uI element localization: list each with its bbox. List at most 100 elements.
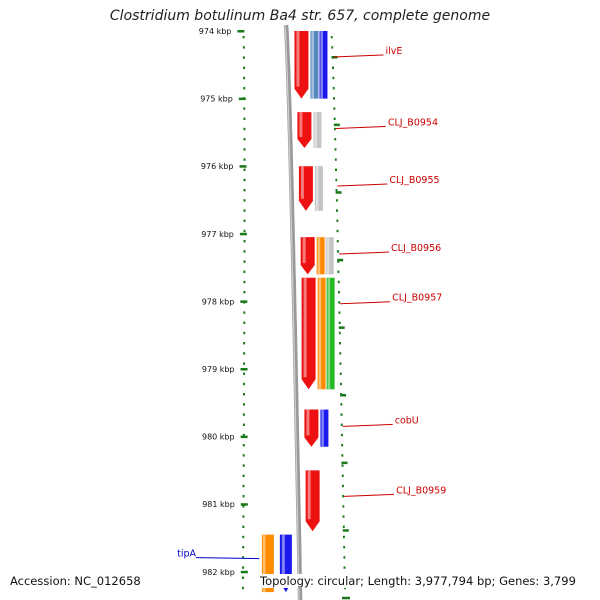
guide-dot: [333, 127, 336, 131]
guide-dot: [242, 535, 245, 539]
ruler-tick-right: [340, 529, 349, 532]
guide-dot: [243, 321, 246, 324]
feature-block: [326, 277, 335, 390]
guide-dot: [342, 495, 345, 498]
guide-dot: [340, 403, 343, 406]
feature-highlight: [321, 409, 324, 447]
guide-dot: [338, 301, 341, 304]
guide-dot: [243, 342, 246, 345]
gene-label-CLJ_B0954: CLJ_B0954: [388, 117, 438, 128]
leader-line: [195, 557, 260, 560]
feature-highlight: [320, 31, 323, 99]
guide-dot: [242, 525, 245, 528]
guide-dot: [243, 280, 246, 284]
leader-line: [337, 183, 388, 187]
ruler-tick-label: 980 kbp: [202, 433, 235, 442]
guide-dot: [334, 148, 337, 151]
ruler-tick: [240, 570, 248, 574]
guide-dot: [242, 505, 245, 508]
guide-dot: [243, 393, 245, 396]
ruler-tick-label: 977 kbp: [201, 230, 234, 239]
guide-dot: [336, 240, 339, 243]
gene-CLJ_B0959: [305, 470, 320, 532]
feature-highlight: [326, 237, 330, 275]
gene-label-CLJ_B0956: CLJ_B0956: [391, 243, 441, 254]
gene-ilvE: [294, 31, 328, 99]
gene-label-cobU: cobU: [395, 415, 419, 426]
guide-dot: [339, 342, 341, 345]
gene-CLJ_B0954: [297, 112, 322, 148]
ruler: 974 kbp 975 kbp 976 kbp 977 kbp 978 kbp 979 k…: [199, 27, 350, 600]
ruler-tick: [237, 30, 245, 33]
ruler-tick-right: [338, 394, 347, 397]
map-title: Clostridium botulinum Ba4 str. 657, comp…: [109, 8, 491, 24]
ruler-tick-right: [333, 191, 342, 194]
guide-dot: [242, 413, 245, 416]
ruler-tick-label: 978 kbp: [202, 297, 235, 306]
guide-dot: [243, 87, 246, 90]
feature-block: [325, 237, 334, 275]
feature-highlight: [317, 237, 321, 275]
guide-dot: [343, 586, 346, 590]
guide-dot: [342, 505, 345, 508]
leader-line: [340, 301, 391, 305]
guide-dot: [243, 199, 246, 202]
guide-dot: [334, 158, 337, 161]
gene-label-CLJ_B0955: CLJ_B0955: [389, 175, 439, 186]
cds-highlight: [307, 470, 311, 520]
leader-line: [335, 125, 386, 129]
guide-dot: [242, 556, 245, 559]
ruler-tick-right: [331, 123, 340, 127]
guide-dot: [334, 138, 337, 141]
guide-dot: [332, 66, 334, 69]
feature-highlight: [318, 277, 322, 390]
guide-dot: [243, 117, 246, 120]
guide-dot: [243, 372, 246, 375]
gene-label-CLJ_B0959: CLJ_B0959: [396, 485, 446, 496]
guide-dot: [342, 535, 345, 539]
guide-dot: [242, 464, 245, 467]
guide-dot: [338, 321, 341, 324]
guide-dot: [338, 331, 341, 335]
ruler-tick: [238, 97, 246, 101]
gene-label-ilvE: ilvE: [386, 46, 403, 57]
cds-highlight: [303, 277, 307, 378]
feature-block: [313, 112, 322, 148]
guide-dot: [330, 36, 333, 39]
guide-dot: [337, 270, 340, 273]
guide-dot: [335, 168, 337, 171]
guide-dot: [242, 423, 245, 426]
guide-dot: [335, 189, 338, 192]
guide-dot: [243, 331, 246, 335]
feature-block: [320, 409, 329, 447]
guide-dot: [241, 586, 244, 590]
guide-dot: [338, 311, 341, 314]
gene-CLJ_B0957: [301, 277, 335, 390]
guide-dot: [336, 219, 339, 222]
guide-dot: [335, 178, 338, 182]
feature-block: [316, 237, 325, 275]
guide-dot: [242, 444, 245, 447]
genome-stats-label: Topology: circular; Length: 3,977,794 bp…: [258, 574, 578, 588]
guide-dot: [242, 566, 245, 569]
ruler-tick: [240, 435, 248, 439]
ruler-tick-right: [339, 461, 348, 465]
guide-dot: [343, 556, 346, 559]
feature-block: [319, 31, 328, 99]
guide-dot: [332, 87, 335, 90]
guide-dot: [243, 66, 246, 69]
guide-dot: [243, 76, 246, 80]
feature-highlight: [315, 166, 319, 211]
gene-labels: ilvE CLJ_B0954 CLJ_B0955 CLJ_B0956 CLJ_B0957…: [177, 46, 446, 560]
guide-dot: [340, 433, 343, 437]
guide-dot: [337, 250, 339, 253]
feature-highlight: [314, 112, 317, 148]
guide-dot: [242, 515, 245, 518]
leader-line: [344, 493, 395, 497]
guide-dot: [242, 56, 245, 59]
guide-dot: [242, 46, 245, 49]
guide-dot: [243, 189, 246, 192]
guide-dot: [242, 484, 245, 488]
guide-dot: [243, 178, 246, 182]
